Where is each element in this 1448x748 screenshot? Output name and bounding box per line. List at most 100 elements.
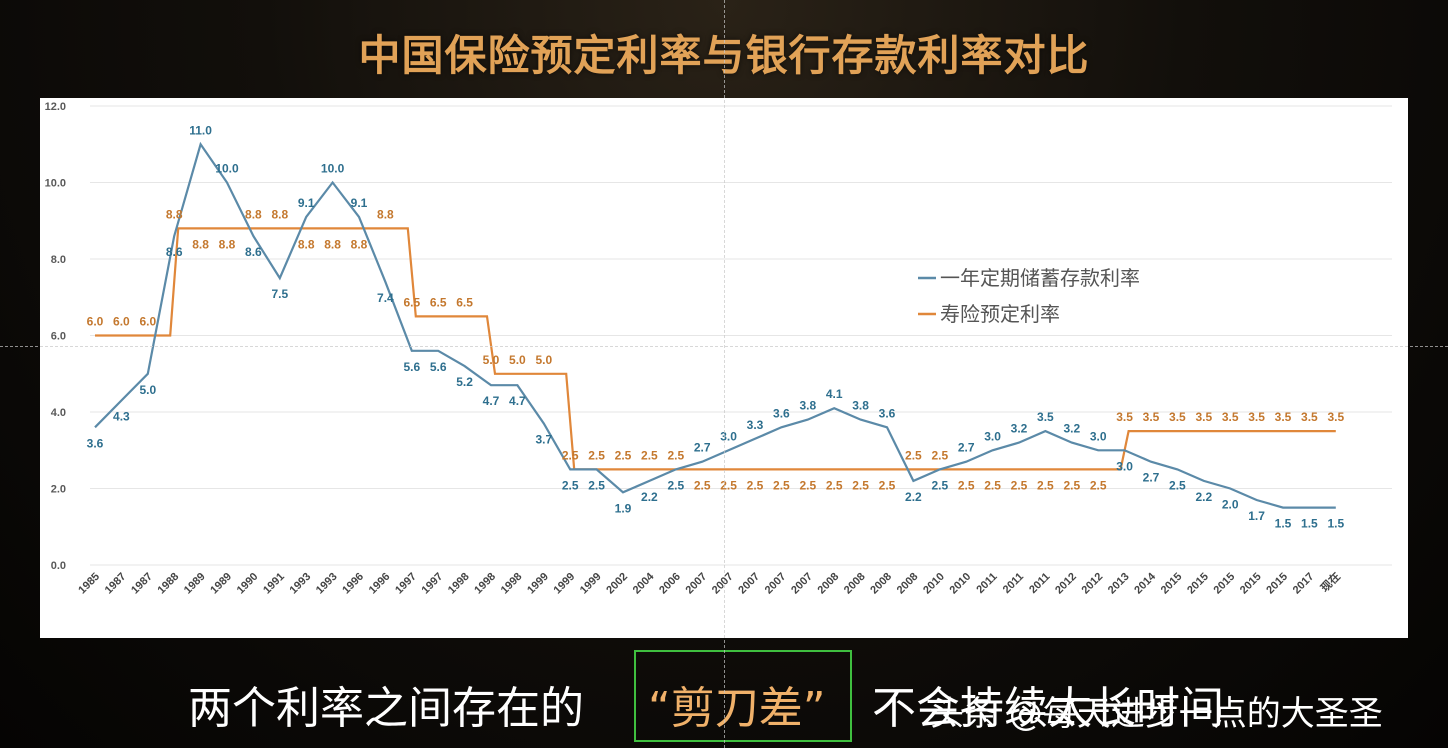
caption-right: 不会持续太长时间: [872, 683, 1224, 734]
y-tick-label: 4.0: [51, 407, 66, 419]
series-line-deposit: [94, 141, 1336, 509]
data-label-insurance: 8.8: [271, 207, 288, 221]
x-tick-label: 2015: [1212, 571, 1238, 597]
x-tick-label: 2008: [842, 571, 868, 597]
data-label-deposit: 2.7: [1143, 471, 1160, 485]
data-label-deposit: 10.0: [215, 162, 239, 176]
data-label-deposit: 5.6: [403, 360, 420, 374]
x-tick-label: 1996: [340, 571, 366, 597]
x-tick-label: 1997: [393, 571, 419, 597]
data-label-deposit: 1.9: [615, 501, 632, 515]
x-tick-label: 1999: [552, 571, 578, 597]
data-label-insurance: 2.5: [694, 478, 711, 492]
data-label-deposit: 1.5: [1301, 517, 1318, 531]
y-tick-label: 10.0: [45, 178, 66, 190]
data-label-deposit: 8.6: [166, 245, 183, 259]
data-label-deposit: 3.6: [87, 436, 104, 450]
x-tick-label: 1987: [129, 571, 155, 597]
x-tick-label: 2008: [816, 571, 842, 597]
data-label-insurance: 2.5: [667, 448, 684, 462]
x-tick-label: 1999: [578, 571, 604, 597]
x-tick-label: 1988: [156, 571, 182, 597]
data-label-insurance: 6.5: [456, 295, 473, 309]
data-label-insurance: 8.8: [192, 237, 209, 251]
data-label-insurance: 2.5: [931, 448, 948, 462]
data-label-deposit: 3.0: [720, 429, 737, 443]
data-label-insurance: 8.8: [245, 207, 262, 221]
data-label-deposit: 4.7: [509, 394, 526, 408]
data-label-insurance: 2.5: [588, 448, 605, 462]
data-label-deposit: 3.0: [1116, 459, 1133, 473]
x-tick-label: 2011: [1027, 571, 1052, 596]
data-label-insurance: 3.5: [1222, 410, 1239, 424]
caption-left: 两个利率之间存在的: [188, 683, 584, 734]
x-tick-label: 2015: [1159, 571, 1185, 597]
data-label-deposit: 2.2: [1195, 490, 1212, 504]
x-tick-label: 1997: [420, 571, 446, 597]
caption-highlight-box: [634, 650, 852, 742]
guide-line-horizontal: [0, 346, 1448, 347]
data-label-insurance: 2.5: [958, 478, 975, 492]
x-tick-label: 2011: [974, 571, 999, 596]
x-tick-label: 2007: [684, 571, 710, 597]
data-label-insurance: 2.5: [615, 448, 632, 462]
data-label-insurance: 8.8: [324, 237, 341, 251]
caption-highlight: “剪刀差”: [648, 683, 826, 734]
data-label-insurance: 2.5: [747, 478, 764, 492]
data-label-insurance: 2.5: [562, 448, 579, 462]
data-label-deposit: 9.1: [351, 196, 368, 210]
x-tick-label: 2015: [1264, 571, 1290, 597]
data-label-deposit: 11.0: [189, 123, 212, 137]
data-label-insurance: 2.5: [799, 478, 816, 492]
data-label-deposit: 2.5: [1169, 478, 1186, 492]
data-label-deposit: 2.0: [1222, 498, 1239, 512]
x-tick-label: 1998: [446, 571, 472, 597]
data-label-insurance: 6.0: [87, 315, 104, 329]
data-label-deposit: 3.3: [747, 418, 764, 432]
x-tick-label: 2008: [895, 571, 921, 597]
data-label-deposit: 2.7: [958, 441, 975, 455]
data-label-deposit: 3.0: [1090, 429, 1107, 443]
data-label-insurance: 3.5: [1116, 410, 1133, 424]
x-tick-label: 2006: [657, 571, 683, 597]
y-tick-label: 2.0: [51, 484, 66, 496]
data-label-insurance: 3.5: [1327, 410, 1344, 424]
data-label-insurance: 8.8: [219, 237, 236, 251]
data-label-deposit: 8.6: [245, 245, 262, 259]
x-tick-label: 1998: [472, 571, 498, 597]
x-tick-label: 1998: [499, 571, 525, 597]
x-tick-label: 1989: [182, 571, 208, 597]
legend-label: 寿险预定利率: [940, 303, 1060, 326]
x-tick-label: 2015: [1238, 571, 1264, 597]
data-label-deposit: 1.7: [1248, 509, 1265, 523]
data-label-insurance: 2.5: [1011, 478, 1028, 492]
x-tick-label: 2012: [1053, 571, 1079, 597]
legend-label: 一年定期储蓄存款利率: [940, 267, 1140, 290]
data-label-insurance: 6.5: [430, 295, 447, 309]
x-tick-label: 2011: [1001, 571, 1026, 596]
watermark: 头条 @每天进步一点的大圣圣: [930, 694, 1383, 734]
x-tick-label: 1993: [288, 571, 314, 597]
data-label-deposit: 5.2: [456, 375, 473, 389]
y-tick-label: 12.0: [45, 101, 66, 113]
x-tick-label: 2004: [631, 570, 657, 596]
data-label-deposit: 3.6: [773, 406, 790, 420]
data-label-insurance: 2.5: [641, 448, 658, 462]
y-tick-label: 8.0: [51, 254, 66, 266]
data-label-insurance: 2.5: [984, 478, 1001, 492]
data-label-insurance: 2.5: [720, 478, 737, 492]
data-label-insurance: 6.0: [113, 315, 130, 329]
y-tick-label: 6.0: [51, 331, 66, 343]
data-label-deposit: 4.1: [826, 387, 843, 401]
x-tick-label: 2010: [921, 571, 947, 597]
data-label-deposit: 3.5: [1037, 410, 1054, 424]
x-tick-label: 2013: [1106, 571, 1132, 597]
data-label-deposit: 2.7: [694, 441, 711, 455]
data-label-insurance: 6.5: [403, 295, 420, 309]
x-tick-label: 2015: [1185, 571, 1211, 597]
data-label-deposit: 3.8: [852, 399, 869, 413]
x-tick-label: 2007: [789, 571, 815, 597]
data-label-insurance: 8.8: [166, 207, 183, 221]
data-label-insurance: 3.5: [1248, 410, 1265, 424]
x-tick-label: 现在: [1317, 569, 1342, 594]
